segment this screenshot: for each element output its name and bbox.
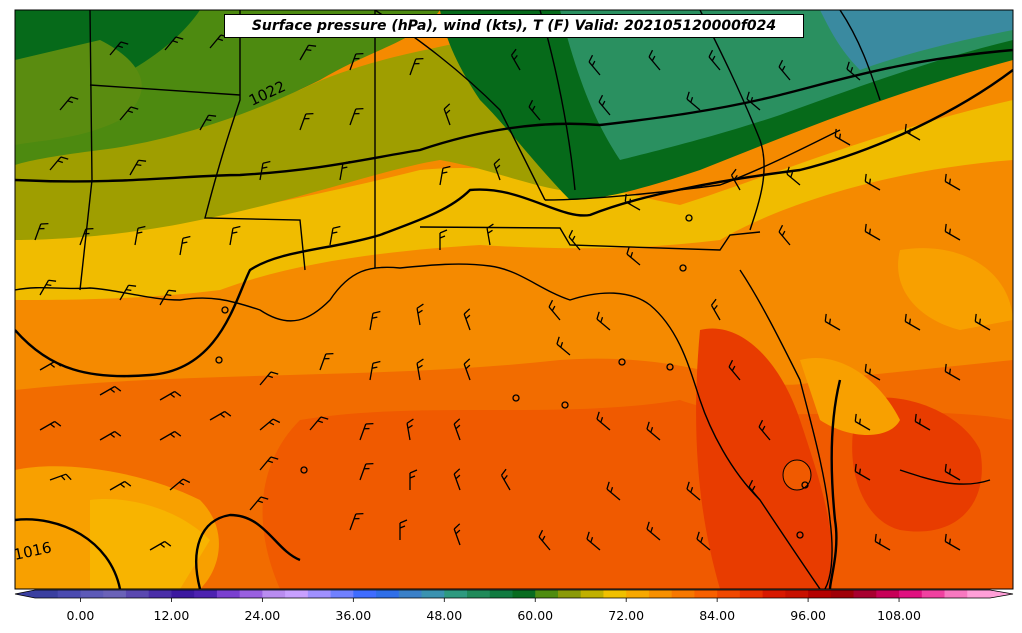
colorbar-segment — [262, 590, 286, 598]
colorbar-segment — [717, 590, 741, 598]
colorbar-segment — [853, 590, 877, 598]
colorbar-segment — [557, 590, 582, 598]
colorbar-segment — [944, 590, 968, 598]
colorbar-segment — [444, 590, 468, 598]
colorbar-segment — [512, 590, 536, 598]
map-title: Surface pressure (hPa), wind (kts), T (F… — [224, 14, 804, 38]
colorbar-segment — [171, 590, 195, 598]
colorbar-segment — [376, 590, 400, 598]
colorbar-outline — [14, 589, 1014, 599]
colorbar-tick-label: 72.00 — [608, 608, 644, 623]
colorbar-ticks: 0.00 12.00 24.00 36.00 48.00 60.00 72.00 84.00 9… — [67, 598, 921, 623]
colorbar-segment — [239, 590, 263, 598]
colorbar-tick-label: 0.00 — [67, 608, 95, 623]
colorbar-segment — [876, 590, 900, 598]
colorbar-segment — [671, 590, 696, 598]
colorbar-segment — [489, 590, 514, 598]
colorbar-segment — [125, 590, 150, 598]
colorbar-segment — [285, 590, 309, 598]
colorbar-segment — [353, 590, 377, 598]
colorbar-segment — [762, 590, 786, 598]
colorbar-tick-label: 84.00 — [699, 608, 735, 623]
colorbar-segment — [398, 590, 423, 598]
colorbar-segment — [194, 590, 218, 598]
map-frame — [14, 9, 1014, 590]
colorbar-segment — [35, 590, 59, 598]
colorbar-segment — [921, 590, 946, 598]
calm-wind-markers — [215, 214, 809, 539]
colorbar-segment — [785, 590, 809, 598]
colorbar-segment — [694, 590, 718, 598]
colorbar-segment — [216, 590, 241, 598]
colorbar-tick-label: 60.00 — [517, 608, 553, 623]
colorbar-segment — [739, 590, 764, 598]
colorbar-segment — [967, 590, 991, 598]
colorbar — [14, 589, 1014, 599]
colorbar-segment — [467, 590, 491, 598]
coastlines — [15, 10, 991, 589]
colorbar-segment — [330, 590, 354, 598]
colorbar-segment — [535, 590, 559, 598]
colorbar-segment — [80, 590, 104, 598]
colorbar-tick-label: 24.00 — [244, 608, 280, 623]
colorbar-segment — [57, 590, 82, 598]
colorbar-extend-low — [15, 590, 35, 598]
colorbar-segment — [830, 590, 855, 598]
temperature-field: 1022 1016 — [15, 10, 1013, 589]
colorbar-segment — [808, 590, 832, 598]
colorbar-segment — [103, 590, 127, 598]
colorbar-tick-label: 96.00 — [790, 608, 826, 623]
colorbar-tick-label: 108.00 — [877, 608, 921, 623]
colorbar-segment — [421, 590, 445, 598]
colorbar-tick-label: 36.00 — [335, 608, 371, 623]
colorbar-segment — [580, 590, 605, 598]
colorbar-segment — [899, 590, 923, 598]
map-title-text: Surface pressure (hPa), wind (kts), T (F… — [251, 18, 777, 34]
colorbar-extend-high — [990, 590, 1013, 598]
colorbar-tick-label: 12.00 — [154, 608, 190, 623]
colorbar-segment — [648, 590, 673, 598]
colorbar-segment — [307, 590, 332, 598]
isobars — [15, 48, 1013, 589]
colorbar-tick-label: 48.00 — [426, 608, 462, 623]
colorbar-segment — [148, 590, 173, 598]
colorbar-segment — [626, 590, 650, 598]
colorbar-segment — [603, 590, 627, 598]
